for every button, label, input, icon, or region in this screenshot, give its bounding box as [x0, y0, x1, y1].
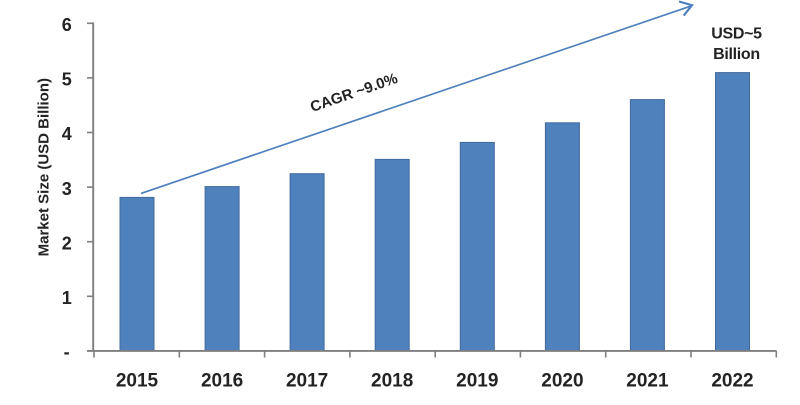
svg-text:USD~5: USD~5	[711, 26, 762, 43]
svg-text:2019: 2019	[456, 370, 498, 391]
svg-text:CAGR ~9.0%: CAGR ~9.0%	[308, 70, 400, 116]
svg-text:2020: 2020	[541, 370, 583, 391]
svg-text:3: 3	[62, 179, 72, 199]
svg-text:2016: 2016	[201, 370, 243, 391]
svg-text:2018: 2018	[371, 370, 413, 391]
svg-text:2022: 2022	[711, 370, 753, 391]
svg-text:5: 5	[62, 70, 72, 90]
svg-text:Market Size (USD Billion): Market Size (USD Billion)	[36, 78, 53, 256]
svg-text:2015: 2015	[116, 370, 159, 391]
svg-text:2021: 2021	[626, 370, 669, 391]
svg-text:4: 4	[62, 124, 72, 144]
svg-text:-: -	[64, 342, 70, 362]
svg-text:Billion: Billion	[713, 46, 760, 63]
svg-text:2: 2	[62, 233, 72, 253]
svg-text:2017: 2017	[286, 370, 328, 391]
svg-text:1: 1	[62, 288, 72, 308]
svg-text:6: 6	[62, 15, 72, 35]
